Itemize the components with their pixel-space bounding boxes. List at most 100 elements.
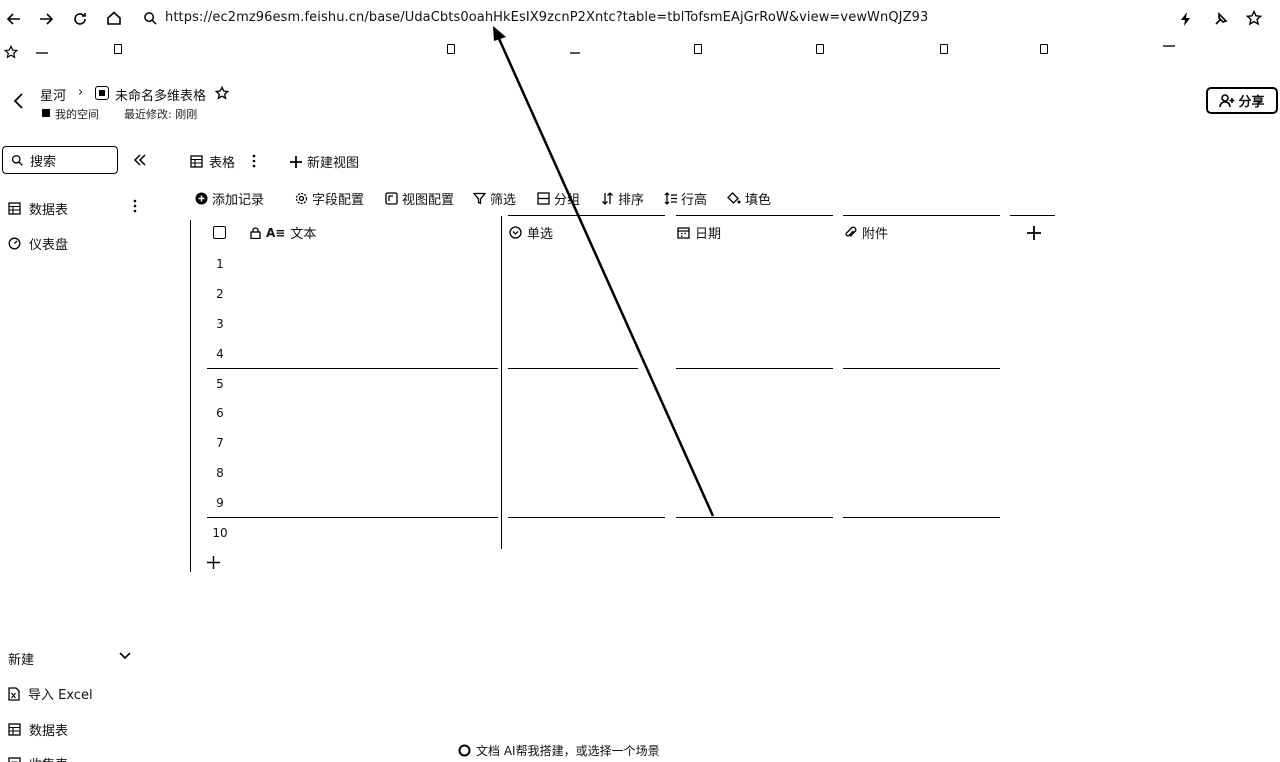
group-icon <box>537 192 550 205</box>
row-number[interactable]: 5 <box>216 377 224 391</box>
home-icon[interactable] <box>106 10 122 26</box>
bookmarks-star-icon[interactable] <box>4 45 18 59</box>
view-config-icon <box>385 192 398 205</box>
chevron-down-icon[interactable] <box>118 651 132 661</box>
lightning-icon[interactable] <box>1179 11 1193 27</box>
row-divider <box>207 517 498 518</box>
bookmark-item[interactable] <box>1040 44 1048 54</box>
header-top-border <box>676 215 833 216</box>
row-number[interactable]: 2 <box>216 287 224 301</box>
fill-color-button[interactable]: 填色 <box>727 189 771 208</box>
gear-icon <box>295 192 308 205</box>
ai-hint-text: 文档 AI帮我搭建，或选择一个场景 <box>476 744 660 758</box>
sidebar-item-datatable[interactable]: 数据表 <box>8 199 68 218</box>
row-height-button[interactable]: 行高 <box>664 189 707 208</box>
view-config-button[interactable]: 视图配置 <box>385 189 454 208</box>
filter-icon <box>473 192 486 205</box>
reload-icon[interactable] <box>72 11 88 27</box>
column-name: 文本 <box>290 227 317 242</box>
sort-icon <box>601 192 614 205</box>
row-number[interactable]: 8 <box>216 466 224 480</box>
address-bar[interactable]: https://ec2mz96esm.feishu.cn/base/UdaCbt… <box>165 10 929 25</box>
new-item-label: 数据表 <box>29 724 69 739</box>
row-number[interactable]: 10 <box>212 526 228 540</box>
add-row-button[interactable] <box>207 556 220 569</box>
sidebar-divider <box>190 220 191 572</box>
bookmark-item[interactable] <box>570 52 580 54</box>
sort-label: 排序 <box>618 193 645 208</box>
back-icon[interactable] <box>12 92 26 110</box>
excel-icon <box>8 686 20 701</box>
space-icon <box>42 109 50 117</box>
view-config-label: 视图配置 <box>402 193 455 208</box>
bookmark-item[interactable] <box>114 44 122 54</box>
ai-icon <box>458 744 471 757</box>
new-form[interactable]: 收集表 <box>8 754 68 762</box>
column-header-text[interactable]: A≡ 文本 <box>250 223 316 242</box>
select-all-checkbox[interactable] <box>213 226 226 239</box>
new-import-excel[interactable]: 导入 Excel <box>8 684 93 703</box>
breadcrumb-parent[interactable]: 星河 <box>40 89 67 104</box>
row-divider <box>207 368 498 369</box>
more-options-icon[interactable] <box>133 199 137 213</box>
last-modified: 最近修改: 刚刚 <box>124 108 198 121</box>
bookmark-item[interactable] <box>816 44 824 54</box>
row-number[interactable]: 4 <box>216 347 224 361</box>
doc-title[interactable]: 未命名多维表格 <box>115 89 207 104</box>
sidebar-item-label: 仪表盘 <box>29 238 69 253</box>
bookmark-item[interactable] <box>36 52 48 54</box>
view-more-icon[interactable] <box>252 154 256 168</box>
space-name[interactable]: 我的空间 <box>55 108 99 121</box>
row-number[interactable]: 9 <box>216 496 224 510</box>
row-number[interactable]: 7 <box>216 436 224 450</box>
column-name: 单选 <box>527 227 554 242</box>
header-top-border <box>1010 215 1055 216</box>
base-file-icon <box>95 86 109 100</box>
address-search-icon <box>143 11 158 26</box>
view-tab-grid[interactable]: 表格 <box>190 152 235 171</box>
attachment-icon <box>844 226 857 239</box>
search-icon <box>11 154 24 167</box>
filter-label: 筛选 <box>490 193 517 208</box>
table-icon <box>8 202 21 215</box>
new-datatable[interactable]: 数据表 <box>8 720 68 739</box>
text-icon: A≡ <box>266 225 286 240</box>
sort-button[interactable]: 排序 <box>601 189 644 208</box>
column-header-attachment[interactable]: 附件 <box>844 223 888 242</box>
row-number[interactable]: 6 <box>216 406 224 420</box>
row-number[interactable]: 1 <box>216 257 224 271</box>
column-header-date[interactable]: 日期 <box>677 223 721 242</box>
add-column-button[interactable] <box>1027 226 1041 240</box>
single-select-icon <box>509 226 522 239</box>
filter-button[interactable]: 筛选 <box>473 189 516 208</box>
ai-hint[interactable]: 文档 AI帮我搭建，或选择一个场景 <box>458 742 660 759</box>
share-button[interactable]: 分享 <box>1206 87 1278 114</box>
star-bookmark-icon[interactable] <box>1246 10 1262 26</box>
sidebar-item-dashboard[interactable]: 仪表盘 <box>8 234 68 253</box>
paint-bucket-icon <box>727 192 741 205</box>
form-icon <box>8 757 21 762</box>
column-header-single-select[interactable]: 单选 <box>509 223 553 242</box>
new-section-header[interactable]: 新建 <box>8 649 34 668</box>
plus-icon <box>290 155 302 168</box>
row-number[interactable]: 3 <box>216 317 224 331</box>
field-config-button[interactable]: 字段配置 <box>295 189 364 208</box>
row-divider <box>843 368 1000 369</box>
back-nav-icon[interactable] <box>6 11 22 27</box>
sidebar-search-input[interactable]: 搜索 <box>2 146 118 174</box>
extension-icon[interactable] <box>1213 11 1229 27</box>
favorite-star-icon[interactable] <box>215 86 229 100</box>
forward-nav-icon[interactable] <box>38 11 54 27</box>
new-view-button[interactable]: 新建视图 <box>290 152 359 171</box>
bookmark-item[interactable] <box>1163 45 1175 47</box>
search-placeholder: 搜索 <box>30 154 57 170</box>
grid-view-icon <box>190 155 203 168</box>
dashboard-icon <box>8 237 21 250</box>
bookmark-item[interactable] <box>694 44 702 54</box>
bookmark-item[interactable] <box>447 44 455 54</box>
bookmark-item[interactable] <box>940 44 948 54</box>
column-name: 附件 <box>862 227 889 242</box>
add-record-button[interactable]: 添加记录 <box>195 189 264 208</box>
header-top-border <box>508 215 665 216</box>
collapse-sidebar-icon[interactable] <box>133 153 147 167</box>
